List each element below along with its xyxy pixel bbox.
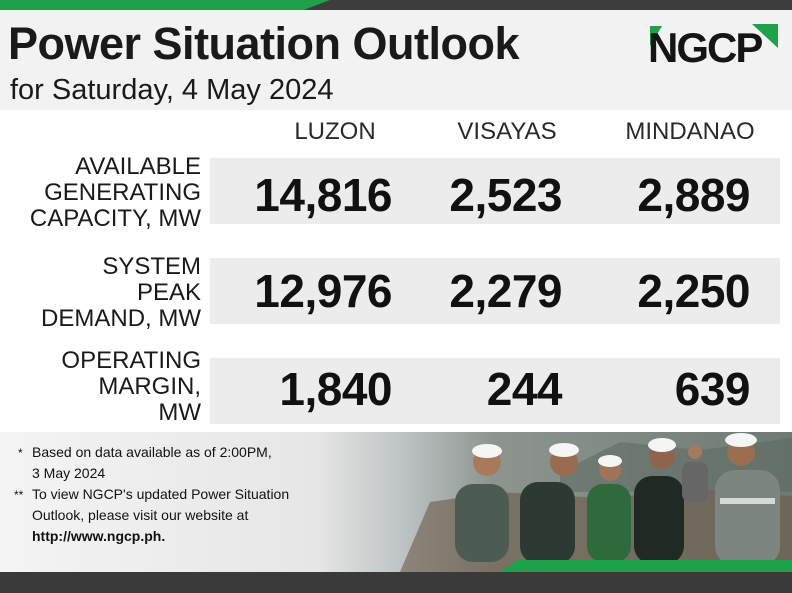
column-header-luzon: LUZON (294, 118, 376, 145)
column-header-mindanao: MINDANAO (625, 118, 755, 145)
row-label-capacity: AVAILABLE GENERATING CAPACITY, MW (29, 153, 201, 232)
bottom-accent-stripe (500, 560, 792, 572)
note-2-line-1: To view NGCP's updated Power Situation (32, 486, 290, 502)
top-accent-stripe (0, 0, 330, 10)
svg-text:NGCP: NGCP (648, 24, 762, 71)
website-link[interactable]: http://www.ngcp.ph. (32, 528, 166, 544)
note-1-line-1: Based on data available as of 2:00PM, (32, 444, 272, 460)
value-capacity-visayas: 2,523 (449, 169, 562, 221)
note-double-asterisk: ** (14, 488, 24, 502)
note-1-line-2: 3 May 2024 (32, 465, 106, 481)
value-capacity-luzon: 14,816 (254, 169, 392, 221)
row-background-demand (210, 258, 780, 324)
note-2-line-2: Outlook, please visit our website at (32, 507, 249, 523)
note-asterisk: * (18, 446, 23, 460)
row-label-margin: OPERATING MARGIN, MW (61, 347, 201, 426)
value-margin-luzon: 1,840 (279, 363, 392, 415)
row-label-demand: SYSTEM PEAK DEMAND, MW (41, 253, 201, 332)
workers-photo (400, 433, 792, 572)
bottom-bar (0, 572, 792, 593)
header: Power Situation Outlook for Saturday, 4 … (0, 10, 792, 110)
ngcp-logo: NGCP (648, 24, 778, 71)
value-demand-visayas: 2,279 (449, 265, 562, 317)
footer-banner: * Based on data available as of 2:00PM, … (0, 432, 792, 572)
page-title: Power Situation Outlook (8, 18, 520, 69)
column-header-visayas: VISAYAS (457, 118, 557, 145)
value-margin-mindanao: 639 (674, 363, 751, 415)
row-background-margin (210, 358, 780, 424)
row-background-capacity (210, 158, 780, 224)
value-demand-luzon: 12,976 (254, 265, 392, 317)
page-subtitle: for Saturday, 4 May 2024 (10, 74, 334, 106)
top-bar (0, 0, 792, 10)
value-capacity-mindanao: 2,889 (637, 169, 750, 221)
value-demand-mindanao: 2,250 (637, 265, 750, 317)
value-margin-visayas: 244 (486, 363, 563, 415)
